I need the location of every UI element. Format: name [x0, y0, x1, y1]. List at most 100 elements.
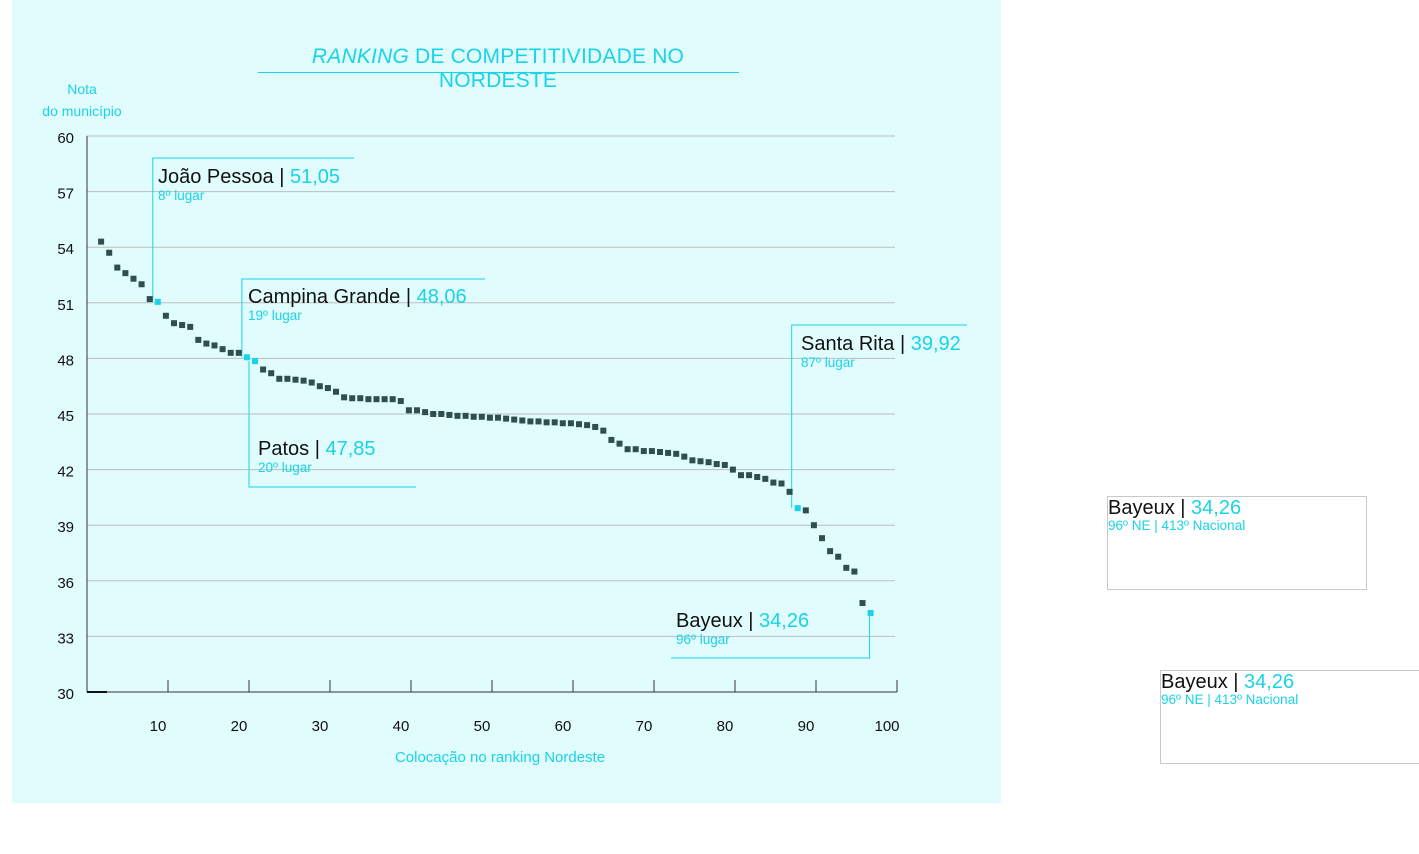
callout-separator: |	[400, 286, 417, 308]
data-point	[114, 264, 121, 271]
y-axis-label-line1: Nota	[67, 81, 97, 97]
callout-rank: 87º lugar	[801, 355, 855, 370]
y-axis-label-line2: do município	[42, 103, 122, 119]
card-separator: |	[1174, 497, 1192, 519]
data-point	[592, 423, 599, 430]
data-point	[284, 375, 291, 382]
data-point	[859, 600, 866, 607]
data-point	[632, 446, 639, 453]
y-tick-label: 39	[57, 519, 74, 536]
y-tick-label: 51	[57, 297, 74, 314]
highlighted-data-point	[867, 610, 874, 617]
callout-separator: |	[742, 610, 760, 632]
callout-name: Patos	[258, 438, 310, 460]
data-point	[470, 413, 477, 420]
x-tick-label: 70	[636, 718, 653, 735]
data-point	[405, 407, 412, 414]
data-point	[697, 458, 704, 465]
y-tick-label: 33	[57, 630, 74, 647]
chart-title: RANKING DE COMPETITIVIDADE NO NORDESTE	[258, 45, 738, 93]
data-point	[357, 395, 364, 402]
y-tick-label: 36	[57, 575, 74, 592]
data-point	[843, 564, 850, 571]
highlighted-data-point	[794, 505, 801, 512]
card-value: 34,26	[1244, 671, 1295, 693]
data-point	[260, 366, 267, 373]
callout-rank: 8º lugar	[158, 188, 205, 203]
data-point	[341, 394, 348, 401]
data-point	[187, 323, 194, 330]
callout-name: Bayeux	[676, 610, 743, 632]
callout-rank: 19º lugar	[248, 308, 302, 323]
data-point	[211, 342, 218, 349]
callout-patos: Patos | 47,85 20º lugar	[258, 438, 376, 475]
data-point	[810, 522, 817, 529]
data-point	[851, 568, 858, 575]
y-tick-label: 45	[57, 408, 74, 425]
data-point	[203, 340, 210, 347]
data-point	[454, 412, 461, 419]
data-point	[98, 238, 105, 245]
data-point	[349, 395, 356, 402]
data-point	[567, 420, 574, 427]
callout-separator: |	[273, 166, 290, 188]
data-point	[195, 336, 202, 343]
data-point	[268, 370, 275, 377]
callout-value: 47,85	[325, 438, 376, 460]
data-point	[495, 414, 501, 421]
card-value: 34,26	[1191, 497, 1242, 519]
highlighted-data-point	[154, 298, 161, 305]
chart-title-rest: DE COMPETITIVIDADE NO NORDESTE	[409, 45, 685, 92]
data-point	[762, 475, 769, 482]
data-point	[511, 416, 518, 423]
data-point	[778, 480, 785, 487]
side-card-bayeux-1: Bayeux | 34,26 96º NE | 413º Nacional	[1107, 496, 1367, 590]
data-point	[559, 420, 566, 427]
data-point	[333, 388, 339, 395]
highlighted-data-point	[252, 358, 258, 365]
data-point	[543, 419, 550, 426]
data-point	[754, 474, 761, 481]
data-point	[657, 448, 663, 455]
data-point	[438, 411, 445, 417]
data-point	[122, 270, 129, 277]
y-tick-label: 30	[57, 686, 74, 703]
data-point	[235, 349, 242, 356]
data-point	[219, 346, 226, 353]
callout-separator: |	[894, 333, 911, 355]
data-point	[138, 281, 145, 288]
data-point	[738, 472, 744, 479]
card-rank: 96º NE | 413º Nacional	[1108, 518, 1246, 533]
data-point	[227, 349, 234, 356]
x-axis-label: Colocação no ranking Nordeste	[394, 749, 606, 766]
leader-patos	[248, 361, 416, 488]
x-tick-label: 100	[874, 718, 899, 735]
data-point	[819, 535, 825, 542]
data-point	[462, 412, 469, 419]
callout-separator: |	[309, 438, 326, 460]
y-axis-label: Nota do município	[28, 78, 136, 122]
data-point	[519, 417, 526, 424]
data-point	[106, 249, 113, 256]
data-point	[551, 419, 558, 426]
data-point	[835, 553, 842, 560]
data-point	[430, 411, 437, 417]
x-tick-label: 10	[150, 718, 167, 735]
callout-campina-grande: Campina Grande | 48,06 19º lugar	[248, 286, 467, 323]
x-tick-label: 50	[474, 718, 491, 735]
data-point	[713, 461, 720, 468]
leader-joao-pessoa	[152, 157, 354, 302]
leader-santa-rita	[791, 324, 967, 509]
data-point	[276, 375, 283, 382]
callout-name: Santa Rita	[801, 333, 895, 355]
data-point	[446, 411, 453, 418]
card-separator: |	[1227, 671, 1245, 693]
callout-rank: 96º lugar	[676, 632, 730, 647]
data-point	[146, 296, 153, 303]
y-tick-label: 57	[57, 186, 74, 203]
x-tick-label: 90	[798, 718, 815, 735]
data-point	[681, 453, 688, 460]
data-point	[802, 507, 809, 514]
data-point	[389, 396, 396, 403]
